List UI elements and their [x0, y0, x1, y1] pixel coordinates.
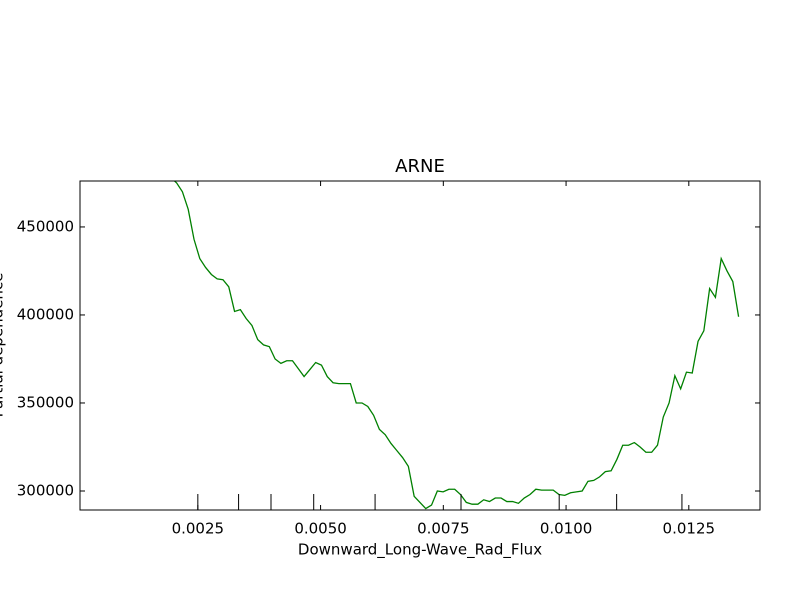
data-line	[173, 181, 740, 510]
plot-frame	[79, 180, 761, 511]
x-tick-label: 0.0075	[417, 520, 470, 538]
y-tick-label: 450000	[17, 217, 74, 235]
x-axis-label: Downward_Long-Wave_Rad_Flux	[298, 541, 542, 560]
y-axis-label: Partial dependence	[0, 273, 7, 418]
chart-title: ARNE	[395, 156, 445, 177]
plot-area	[173, 181, 740, 510]
x-tick-label: 0.0100	[540, 520, 593, 538]
x-tick-label: 0.0125	[663, 520, 716, 538]
x-tick-label: 0.0050	[294, 520, 347, 538]
x-tick-label: 0.0025	[172, 520, 225, 538]
y-tick-label: 350000	[17, 393, 74, 411]
y-tick-label: 300000	[17, 481, 74, 499]
y-tick-label: 400000	[17, 305, 74, 323]
